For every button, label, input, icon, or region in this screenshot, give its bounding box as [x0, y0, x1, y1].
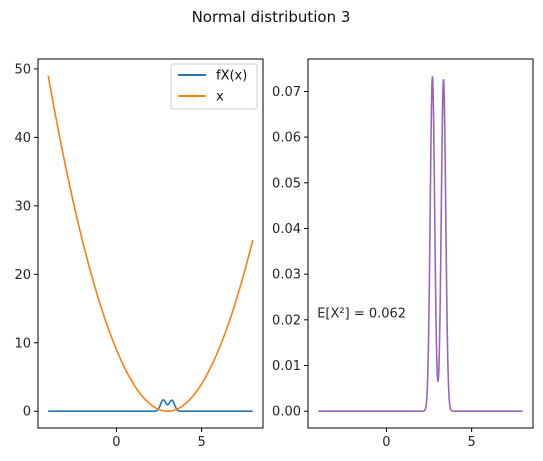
- right-lines: [318, 76, 523, 412]
- y-tick-label: 0.01: [272, 359, 301, 374]
- left-plot-frame: [37, 58, 264, 429]
- y-tick-label: 0.06: [272, 131, 301, 146]
- x-tick-label: 5: [197, 435, 205, 450]
- figure-title: Normal distribution 3: [192, 8, 351, 26]
- y-tick-label: 40: [14, 131, 31, 146]
- y-tick-label: 10: [14, 336, 31, 351]
- legend-label-fx: fX(x): [216, 69, 247, 84]
- left-lines: [47, 75, 254, 413]
- y-tick-label: 50: [14, 62, 31, 77]
- right-ticks: 0 5 0.00 0.01 0.02 0.03 0.04 0.05 0.06 0.07: [272, 85, 476, 450]
- y-tick-label: 0.04: [272, 222, 301, 237]
- y-tick-label: 0.00: [272, 405, 301, 420]
- legend: fX(x) x: [170, 63, 258, 110]
- series-line-x: [47, 75, 254, 413]
- y-tick-label: 0.02: [272, 313, 301, 328]
- y-tick-label: 0.07: [272, 85, 301, 100]
- y-tick-label: 0.05: [272, 176, 301, 191]
- legend-label-x: x: [216, 90, 224, 105]
- x-tick-label: 0: [382, 435, 390, 450]
- right-plot-frame: [307, 58, 534, 429]
- y-tick-label: 30: [14, 199, 31, 214]
- y-tick-label: 0.03: [272, 268, 301, 283]
- series-line-fx: [48, 399, 253, 413]
- expectation-annotation: E[X²] = 0.062: [317, 307, 406, 322]
- x-tick-label: 0: [112, 435, 120, 450]
- y-tick-label: 0: [23, 405, 31, 420]
- right-subplot: 0 5 0.00 0.01 0.02 0.03 0.04 0.05 0.06 0.07 E[X²]…: [272, 58, 534, 450]
- x-tick-label: 5: [467, 435, 475, 450]
- y-tick-label: 20: [14, 268, 31, 283]
- density-line: [318, 76, 523, 412]
